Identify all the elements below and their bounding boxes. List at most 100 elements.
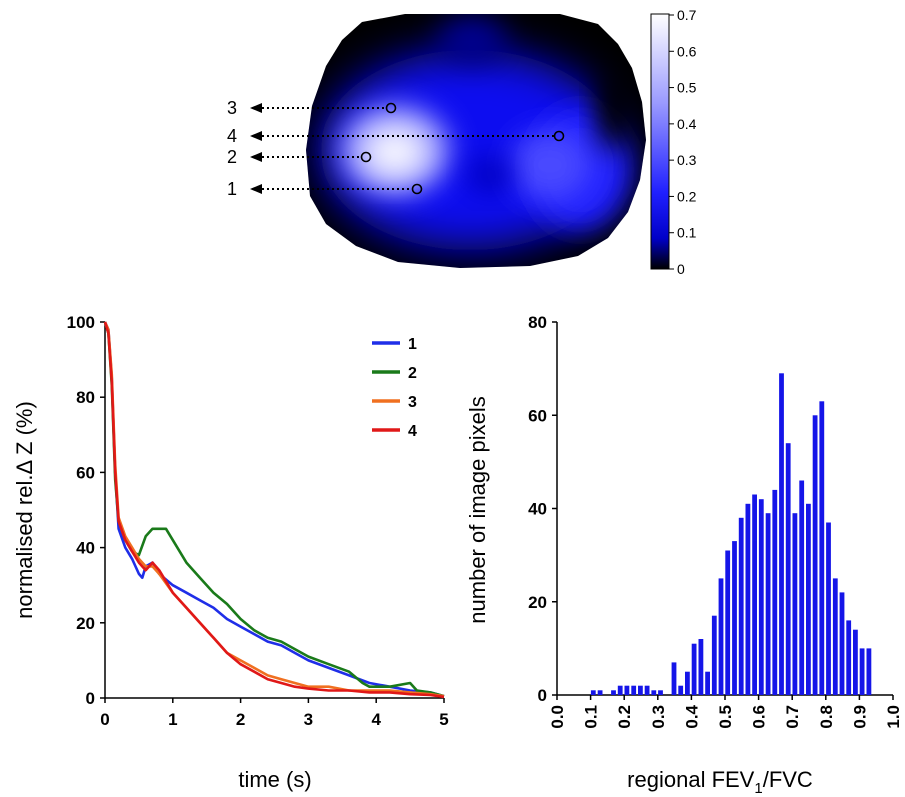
legend-label: 1: [408, 336, 417, 353]
histogram-bar: [644, 685, 650, 695]
ventilation-map: [320, 16, 633, 250]
line-chart-x-label: time (s): [238, 767, 311, 792]
legend-label: 3: [408, 394, 417, 411]
y-tick-label: 60: [528, 406, 547, 425]
colorbar-tick-label: 0.6: [677, 43, 697, 59]
y-tick-label: 60: [76, 463, 95, 482]
line-chart: 0 1 2 3 4 5 0 20 40 60 80 100 1 2 3 4 time (s) normal…: [12, 313, 449, 792]
colorbar-tick-label: 0.5: [677, 80, 697, 96]
histogram-bar: [698, 639, 704, 695]
colorbar-tick-label: 0.1: [677, 225, 697, 241]
histogram-bar: [678, 685, 684, 695]
y-tick-label: 0: [86, 689, 95, 708]
histogram-bar: [691, 643, 697, 695]
histogram-bar: [765, 513, 771, 695]
series-line-4: [103, 321, 445, 699]
histogram-bar: [826, 522, 831, 695]
histogram-bar: [846, 620, 852, 695]
histogram-bar: [705, 671, 710, 695]
x-tick-label: 0.7: [783, 705, 802, 729]
line-chart-y-label: normalised rel.Δ Z (%): [12, 401, 37, 619]
histogram-bar: [752, 494, 757, 695]
pixel-marker-circle: [360, 151, 372, 163]
histogram-bar: [839, 592, 845, 695]
eit-image: 0 0.1 0.2 0.3 0.4 0.5 0.6 0.7 3 42 1: [227, 7, 697, 277]
arrow-head-icon: [250, 184, 262, 194]
colorbar-tick-label: 0.4: [677, 116, 697, 132]
histogram-y-label: number of image pixels: [465, 396, 490, 623]
x-tick-label: 0.6: [750, 705, 769, 729]
x-tick-label: 4: [371, 710, 381, 729]
histogram-bar: [832, 578, 838, 695]
x-tick-label: 0.0: [548, 705, 567, 729]
x-tick-label: 0.1: [582, 705, 601, 729]
pixel-marker-circle: [385, 102, 397, 114]
histogram-bar: [617, 685, 623, 695]
x-tick-label: 0.8: [817, 705, 836, 729]
histogram-bar: [671, 662, 677, 695]
histogram-bar: [631, 685, 637, 695]
x-tick-label: 0: [100, 710, 109, 729]
colorbar-tick-label: 0.7: [677, 7, 697, 23]
histogram-bar: [732, 541, 737, 695]
histogram-bar: [806, 503, 811, 695]
colorbar-ticks: 0 0.1 0.2 0.3 0.4 0.5 0.6 0.7: [669, 7, 697, 277]
legend-label: 2: [408, 365, 417, 382]
histogram-bar: [611, 690, 616, 695]
y-tick-label: 20: [528, 593, 547, 612]
y-tick-label: 80: [76, 388, 95, 407]
histogram-bar: [772, 489, 778, 695]
x-tick-label: 3: [304, 710, 313, 729]
y-tick-label: 20: [76, 614, 95, 633]
x-tick-label: 0.9: [850, 705, 869, 729]
histogram-bar: [638, 685, 643, 695]
line-chart-legend: 1 2 3 4: [372, 336, 417, 440]
series-line-2: [103, 321, 445, 698]
histogram-bar: [685, 671, 690, 695]
x-tick-label: 5: [439, 710, 448, 729]
histogram-bar: [658, 690, 663, 695]
x-tick-label: 0.5: [716, 705, 735, 729]
histogram-bar: [758, 499, 764, 695]
line-chart-y-ticks: 0 20 40 60 80 100: [67, 313, 105, 708]
y-tick-label: 40: [528, 500, 547, 519]
histogram-bars: [590, 373, 872, 696]
x-tick-label: 2: [236, 710, 245, 729]
histogram-bar: [785, 443, 791, 695]
pixel-markers: 3 42 1: [227, 98, 565, 199]
y-tick-label: 100: [67, 313, 95, 332]
histogram-bar: [738, 517, 744, 695]
histogram-x-label: regional FEV1/FVC: [627, 767, 813, 797]
legend-label: 4: [408, 423, 417, 440]
histogram-bar: [819, 401, 825, 695]
arrow-head-icon: [250, 152, 262, 162]
histogram-x-ticks: 0.0 0.1 0.2 0.3 0.4 0.5 0.6 0.7 0.8 0.9 1.0: [548, 695, 903, 729]
y-tick-label: 0: [538, 686, 547, 705]
x-tick-label: 1: [168, 710, 177, 729]
histogram-bar: [799, 480, 805, 695]
x-tick-label: 0.2: [615, 705, 634, 729]
histogram-y-ticks: 0 20 40 60 80: [528, 313, 557, 705]
histogram-bar: [745, 503, 751, 695]
histogram-bar: [792, 513, 798, 695]
x-tick-label: 0.4: [682, 704, 701, 728]
line-chart-series: [103, 321, 445, 699]
arrow-head-icon: [250, 103, 262, 113]
histogram-bar: [859, 648, 865, 695]
pixel-marker-label: 2: [227, 147, 237, 167]
pixel-marker-label: 4: [227, 126, 237, 146]
histogram-bar: [711, 615, 717, 695]
pixel-marker-circle: [411, 183, 423, 195]
pixel-marker-label: 1: [227, 179, 237, 199]
histogram-bar: [853, 629, 858, 695]
x-tick-label: 1.0: [884, 705, 903, 729]
histogram-bar: [812, 415, 818, 696]
histogram-bar: [725, 550, 731, 695]
histogram-bar: [590, 690, 596, 695]
pixel-marker-label: 3: [227, 98, 237, 118]
histogram-bar: [651, 690, 657, 695]
colorbar: [650, 13, 670, 270]
pixel-marker-circle: [553, 130, 565, 142]
y-tick-label: 80: [528, 313, 547, 332]
